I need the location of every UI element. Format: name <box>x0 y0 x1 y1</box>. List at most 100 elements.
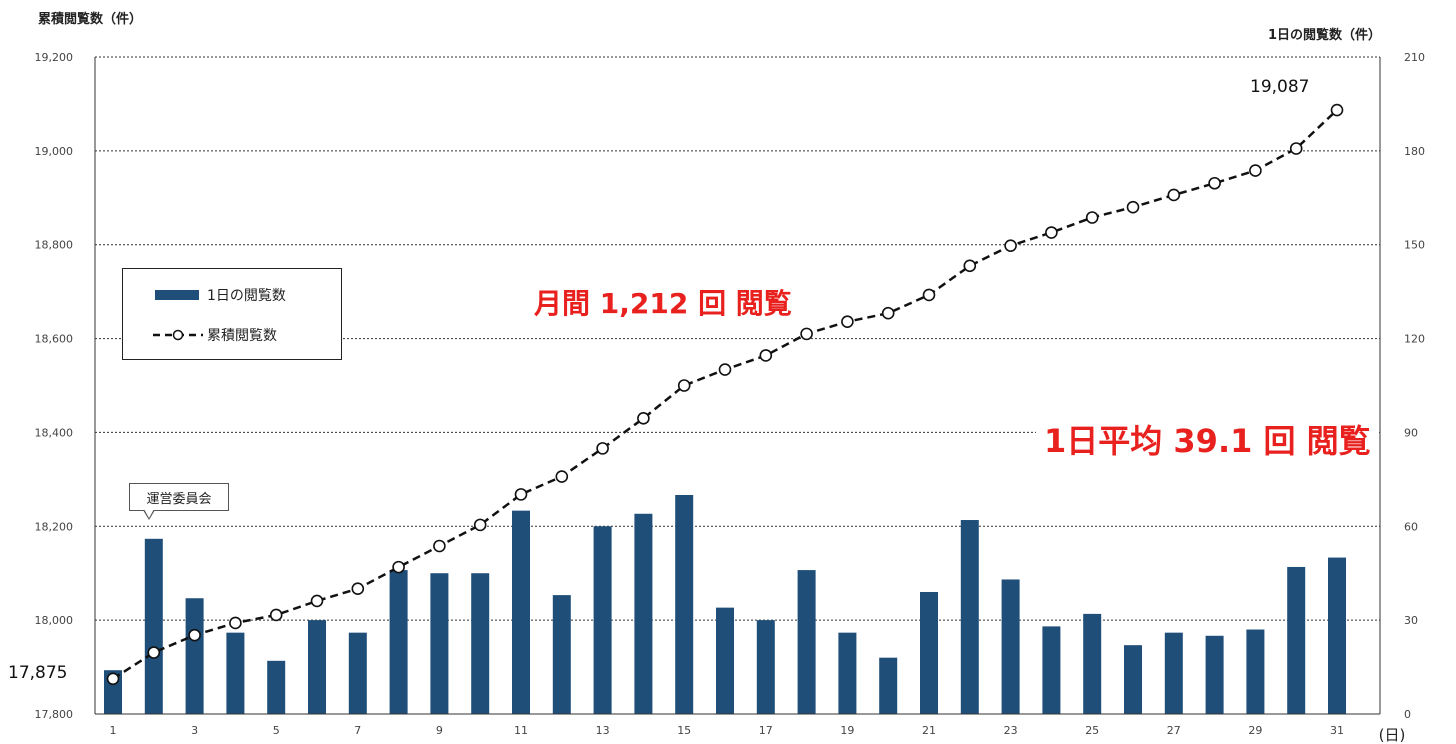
legend-label-cumulative: 累積閲覧数 <box>207 328 277 344</box>
y-left-tick-label: 18,400 <box>35 426 74 439</box>
line-point <box>310 594 324 608</box>
end-value-label: 19,087 <box>1250 77 1310 97</box>
x-tick-label: 1 <box>110 724 117 737</box>
bar <box>1001 579 1020 714</box>
line-point <box>351 582 365 596</box>
line-point <box>514 488 528 501</box>
line-point <box>963 259 977 273</box>
bar <box>1083 613 1102 714</box>
line-point <box>188 628 201 642</box>
legend: 1日の閲覧数 累積閲覧数 <box>122 268 342 360</box>
line-point <box>392 560 405 574</box>
line-point <box>1208 176 1221 190</box>
y-right-tick-label: 180 <box>1404 145 1425 158</box>
y-right-tick-label: 90 <box>1404 426 1418 439</box>
line-point <box>555 470 569 483</box>
line-point <box>1045 226 1058 239</box>
legend-bar-swatch <box>155 290 199 300</box>
event-callout: 運営委員会 <box>129 483 229 511</box>
line-point <box>1289 142 1303 155</box>
line-point <box>1126 200 1140 214</box>
bar <box>1287 566 1306 714</box>
x-tick-label: 29 <box>1248 724 1262 737</box>
bar <box>838 632 857 714</box>
line-point <box>759 349 773 362</box>
bar-series <box>104 495 1346 714</box>
line-point <box>922 288 936 302</box>
x-axis-unit-label: (日) <box>1379 726 1406 744</box>
line-point <box>106 672 120 686</box>
line-point <box>269 608 283 622</box>
line-point <box>1085 211 1099 224</box>
bar <box>797 570 816 714</box>
line-point <box>229 616 242 630</box>
y-left-tick-label: 18,200 <box>35 520 74 533</box>
bar <box>185 598 204 714</box>
y-right-tick-label: 210 <box>1404 51 1425 64</box>
x-tick-label: 23 <box>1004 724 1018 737</box>
bar <box>552 595 571 714</box>
x-tick-label: 15 <box>677 724 691 737</box>
line-point <box>1249 164 1262 177</box>
line-point <box>800 327 813 341</box>
axes: 17,800 0 18,000 30 18,200 60 18,400 90 18,600 120… <box>35 51 1426 744</box>
y-left-tick-label: 18,800 <box>35 239 74 252</box>
bar <box>512 510 530 714</box>
bar <box>879 657 898 714</box>
bar <box>920 591 938 714</box>
y-left-tick-label: 19,000 <box>35 145 74 158</box>
line-point <box>147 646 161 659</box>
bar <box>389 570 408 714</box>
bar <box>716 607 734 714</box>
cumulative-line <box>112 109 1338 680</box>
line-point <box>1004 239 1017 252</box>
x-tick-label: 27 <box>1167 724 1181 737</box>
line-point <box>473 518 487 532</box>
y-right-tick-label: 0 <box>1404 708 1411 721</box>
start-value-label: 17,875 <box>8 663 68 683</box>
y-right-tick-label: 30 <box>1404 614 1418 627</box>
x-tick-label: 3 <box>191 724 198 737</box>
line-point <box>596 442 609 455</box>
line-point <box>677 379 691 392</box>
y-left-tick-label: 18,000 <box>35 614 74 627</box>
bar <box>1042 626 1061 714</box>
bar <box>430 573 449 714</box>
bar <box>1246 629 1265 714</box>
bar <box>756 620 775 714</box>
bar <box>226 632 245 714</box>
bar <box>308 620 326 714</box>
x-tick-label: 17 <box>759 724 773 737</box>
y-left-tick-label: 17,800 <box>35 708 74 721</box>
x-tick-label: 31 <box>1330 724 1344 737</box>
y-left-axis-title: 累積閲覧数（件） <box>38 12 143 27</box>
y-right-axis-title: 1日の閲覧数（件） <box>1268 28 1382 43</box>
x-tick-label: 21 <box>922 724 936 737</box>
y-right-tick-label: 120 <box>1404 333 1425 346</box>
line-point <box>433 539 446 553</box>
bar <box>1205 635 1224 714</box>
monthly-total-annotation: 月間 1,212 回 閲覧 <box>528 282 798 322</box>
line-point <box>1330 103 1344 117</box>
line-point <box>637 412 650 425</box>
bar <box>1164 632 1183 714</box>
bar <box>1124 645 1142 714</box>
daily-average-annotation: 1日平均 39.1 回 閲覧 <box>1036 416 1379 462</box>
y-right-tick-label: 150 <box>1404 239 1425 252</box>
line-point <box>718 363 732 376</box>
line-point <box>881 306 895 320</box>
legend-line-swatch <box>153 329 203 341</box>
x-tick-label: 11 <box>514 724 528 737</box>
bar <box>593 526 612 714</box>
x-tick-label: 7 <box>354 724 361 737</box>
line-point <box>841 315 854 328</box>
x-tick-label: 13 <box>596 724 610 737</box>
bar <box>1328 557 1346 714</box>
x-tick-label: 9 <box>436 724 443 737</box>
x-tick-label: 25 <box>1085 724 1099 737</box>
legend-label-daily: 1日の閲覧数 <box>207 288 286 304</box>
callout-tail-fill <box>144 509 154 518</box>
y-left-tick-label: 19,200 <box>35 51 74 64</box>
x-tick-label: 5 <box>273 724 280 737</box>
